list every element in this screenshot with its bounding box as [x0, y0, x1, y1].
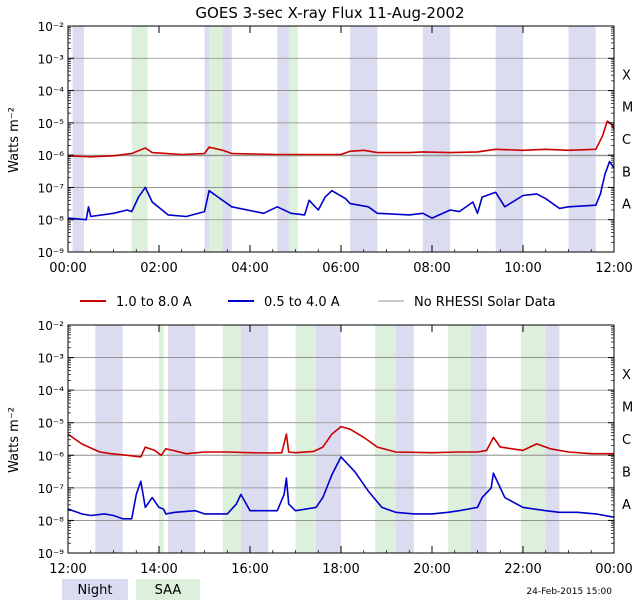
bottom-x-tick-label-6: 00:00: [595, 562, 632, 577]
top-flare-class-M: M: [622, 101, 633, 116]
top-y-tick-label-4: 10⁻⁶: [38, 149, 65, 163]
top-y-ticks: 10⁻² 10⁻³ 10⁻⁴ 10⁻⁵ 10⁻⁶ 10⁻⁷ 10⁻⁸ 10⁻⁹: [38, 20, 614, 260]
top-y-tick-label-2: 10⁻⁴: [38, 85, 65, 99]
bottom-x-tick-label-5: 22:00: [504, 562, 541, 577]
top-flare-class-B: B: [622, 165, 631, 180]
bottom-x-tick-label-3: 18:00: [322, 562, 359, 577]
bottom-night-band-2: [240, 325, 269, 553]
top-flare-class-X: X: [622, 68, 631, 83]
bottom-x-tick-label-4: 20:00: [413, 562, 450, 577]
bottom-series-1-0-to-8-0-a: [67, 425, 614, 458]
top-flare-class-C: C: [622, 133, 631, 148]
top-x-tick-label-2: 04:00: [231, 261, 268, 276]
top-plot-frame: [67, 25, 615, 253]
top-saa-band-1: [209, 26, 223, 252]
bottom-y-tick-label-5: 10⁻⁷: [38, 482, 65, 496]
bottom-y-tick-label-4: 10⁻⁶: [38, 449, 65, 463]
bottom-y-tick-label-2: 10⁻⁴: [38, 384, 65, 398]
top-x-tick-label-6: 12:00: [595, 261, 632, 276]
top-x-tick-label-3: 06:00: [322, 261, 359, 276]
top-y-tick-label-3: 10⁻⁵: [38, 117, 65, 131]
top-series-0-5-to-4-0-a: [67, 160, 615, 221]
bottom-y-tick-label-6: 10⁻⁸: [38, 514, 65, 528]
top-y-tick-label-6: 10⁻⁸: [38, 214, 65, 228]
bottom-saa-band-1: [222, 325, 241, 553]
bottom-flare-classes: X M C B A: [622, 368, 633, 513]
bottom-saa-band-5: [520, 325, 546, 553]
top-x-tick-label-0: 00:00: [49, 261, 86, 276]
top-night-band-3: [350, 26, 378, 252]
bottom-flare-class-X: X: [622, 368, 631, 383]
top-night-band-6: [568, 26, 596, 252]
bottom-x-tick-label-2: 16:00: [231, 562, 268, 577]
top-saa-band-2: [288, 26, 298, 252]
bottom-flare-class-C: C: [622, 433, 631, 448]
chart-title: GOES 3-sec X-ray Flux 11-Aug-2002: [195, 4, 464, 22]
top-bands: [72, 26, 596, 252]
top-y-tick-label-1: 10⁻³: [38, 52, 65, 66]
top-series-1-0-to-8-0-a: [67, 120, 615, 158]
bottom-night-band-3: [313, 325, 341, 553]
top-saa-band-0: [131, 26, 148, 252]
top-y-tick-label-0: 10⁻²: [38, 20, 65, 34]
top-y-axis-label: Watts m⁻²: [7, 107, 22, 173]
bottom-y-tick-label-1: 10⁻³: [38, 352, 65, 366]
bottom-plot-frame: [67, 324, 615, 554]
legend-label-short: 0.5 to 4.0 A: [264, 295, 340, 310]
top-night-band-5: [495, 26, 523, 252]
bottom-series-0-5-to-4-0-a: [67, 456, 615, 520]
bottom-bands: [95, 325, 560, 553]
night-legend-label: Night: [78, 583, 113, 598]
bottom-x-tick-label-1: 14:00: [140, 562, 177, 577]
bottom-night-band-1: [168, 325, 196, 553]
top-night-band-2: [277, 26, 291, 252]
bottom-y-tick-label-3: 10⁻⁵: [38, 417, 65, 431]
top-x-tick-label-4: 08:00: [413, 261, 450, 276]
saa-legend-label: SAA: [155, 583, 182, 598]
night-legend-box: [62, 579, 128, 600]
bottom-y-tick-label-0: 10⁻²: [38, 319, 65, 333]
bottom-x-tick-label-0: 12:00: [49, 562, 86, 577]
footer-timestamp: 24-Feb-2015 15:00: [526, 587, 612, 597]
bottom-saa-band-3: [375, 325, 396, 553]
bottom-panel: Watts m⁻² 10⁻² 10⁻³ 10⁻⁴ 10⁻⁵ 10⁻⁶ 10⁻⁷ 10⁻⁸ 10…: [7, 319, 633, 577]
bottom-night-band-0: [95, 325, 123, 553]
bottom-y-axis-label: Watts m⁻²: [7, 407, 22, 473]
top-y-tick-label-5: 10⁻⁷: [38, 181, 65, 195]
bottom-saa-band-0: [159, 325, 164, 553]
top-night-band-0: [72, 26, 84, 252]
bottom-y-tick-label-7: 10⁻⁹: [38, 547, 65, 561]
top-flare-classes: X M C B A: [622, 68, 633, 212]
top-y-tick-label-7: 10⁻⁹: [38, 246, 65, 260]
bottom-saa-band-2: [295, 325, 316, 553]
series-legend: 1.0 to 8.0 A 0.5 to 4.0 A No RHESSI Sola…: [80, 295, 556, 310]
bottom-saa-band-4: [447, 325, 471, 553]
bottom-flare-class-M: M: [622, 400, 633, 415]
top-panel: Watts m⁻² 10⁻²10⁻³10⁻⁴10⁻⁵10⁻⁶10⁻⁷10⁻⁸10…: [7, 20, 633, 276]
top-night-band-4: [422, 26, 451, 252]
top-flare-class-A: A: [622, 198, 631, 213]
saa-legend-box: [136, 579, 200, 600]
bottom-flare-class-B: B: [622, 466, 631, 481]
top-series: [67, 120, 615, 221]
legend-label-long: 1.0 to 8.0 A: [116, 295, 192, 310]
legend-label-no-rhessi: No RHESSI Solar Data: [414, 295, 556, 310]
band-legend: Night SAA: [62, 579, 200, 600]
top-x-tick-label-1: 02:00: [140, 261, 177, 276]
bottom-series: [67, 425, 615, 520]
bottom-flare-class-A: A: [622, 498, 631, 513]
bottom-x-ticks: 12:00 14:00 16:00 18:00 20:00 22:00 00:00: [49, 325, 633, 577]
top-x-tick-label-5: 10:00: [504, 261, 541, 276]
